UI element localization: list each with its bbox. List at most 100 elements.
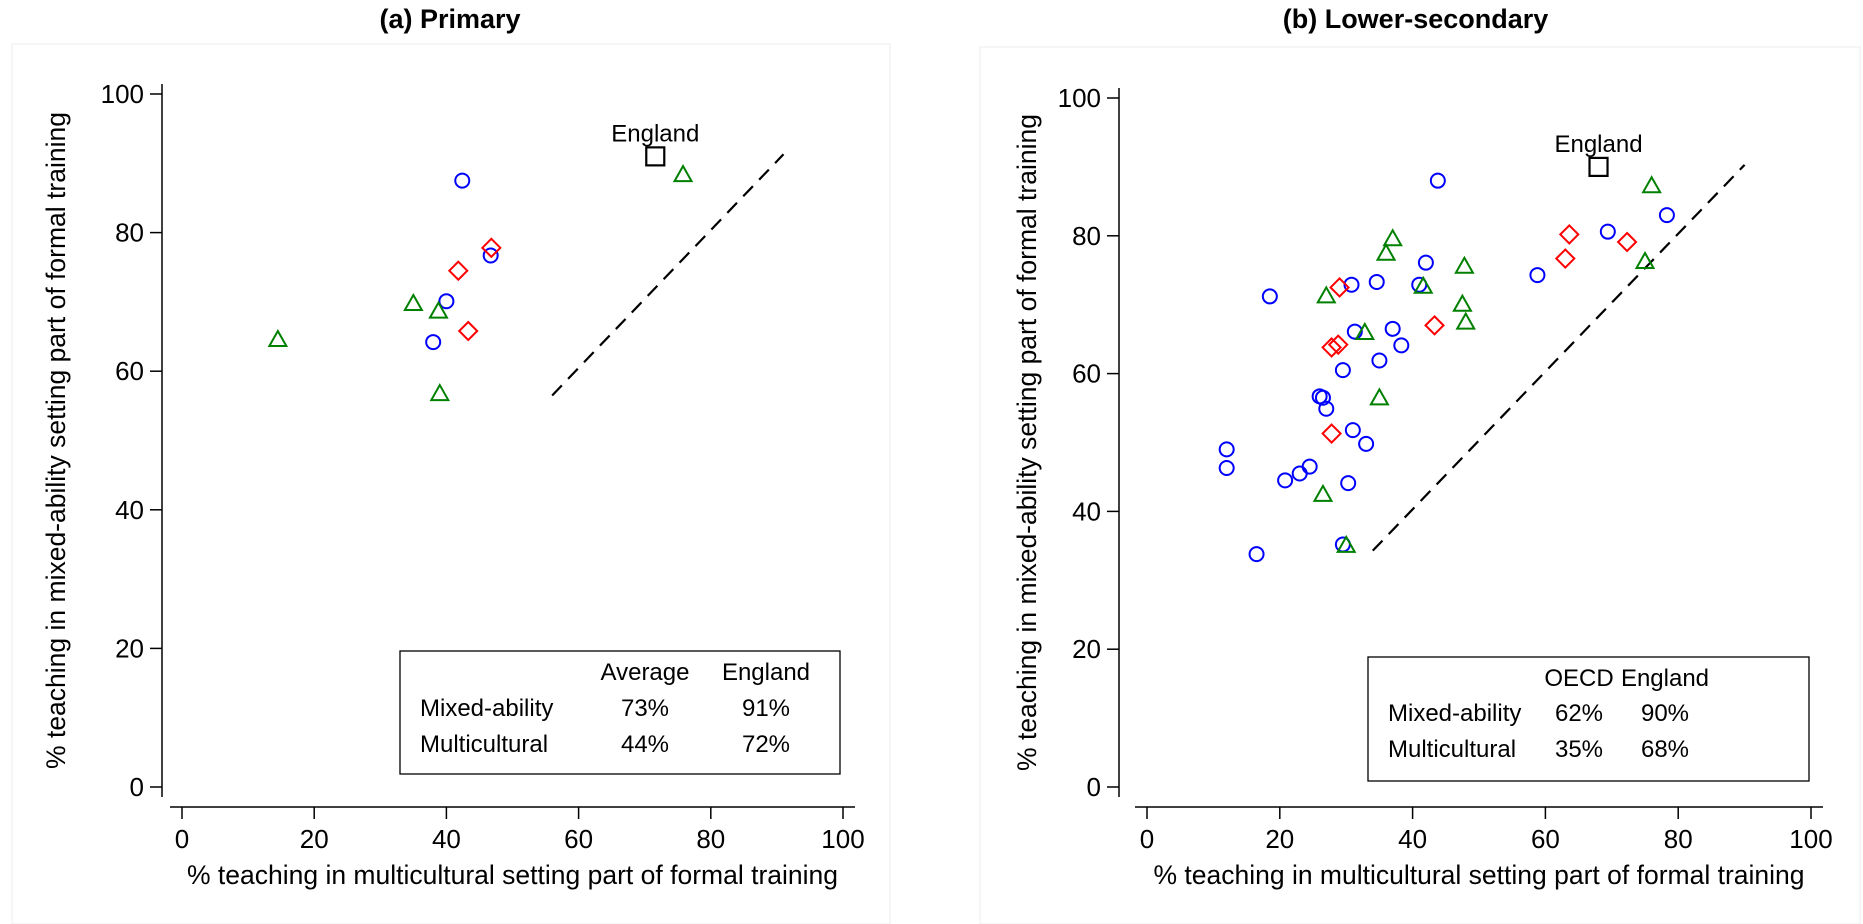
data-point-triangle	[429, 383, 451, 402]
data-point-triangle	[1454, 255, 1475, 274]
legend-table-header: England	[1621, 665, 1709, 692]
data-point-circle	[1393, 337, 1410, 354]
data-point-circle	[1248, 546, 1265, 563]
data-point-diamond	[480, 237, 502, 259]
data-point-circle	[482, 247, 499, 264]
data-point-diamond	[1321, 337, 1343, 358]
y-axis-title: % teaching in mixed-ability setting part…	[41, 112, 71, 769]
data-point-triangle	[1413, 275, 1434, 294]
x-axis-title: % teaching in multicultural setting part…	[187, 860, 838, 890]
chart-title: (a) Primary	[379, 4, 521, 34]
legend-table-header: OECD	[1544, 665, 1613, 692]
legend-table-cell: 91%	[742, 695, 790, 722]
y-tick-label: 20	[1072, 634, 1101, 664]
data-point-circle	[1384, 320, 1401, 337]
data-point-england	[645, 146, 666, 167]
x-tick-label: 0	[175, 824, 189, 854]
data-point-circle	[1358, 435, 1375, 452]
x-tick-label: 40	[1398, 824, 1427, 854]
data-point-triangle	[1316, 285, 1337, 304]
y-axis-title: % teaching in mixed-ability setting part…	[1012, 114, 1042, 771]
data-point-triangle	[267, 328, 289, 348]
data-point-circle	[1346, 323, 1363, 340]
y-tick-label: 80	[1072, 221, 1101, 251]
y-tick-label: 0	[130, 772, 144, 802]
data-point-england	[1588, 156, 1609, 177]
england-label: England	[611, 120, 699, 147]
data-point-circle	[1291, 465, 1308, 482]
y-tick-label: 20	[115, 633, 144, 663]
legend-table-cell: 73%	[621, 695, 669, 722]
legend-table-header: England	[722, 659, 810, 686]
legend-table-cell: Mixed-ability	[1388, 700, 1521, 727]
legend-table-cell: Mixed-ability	[420, 695, 553, 722]
x-tick-label: 20	[300, 824, 329, 854]
data-point-diamond	[1616, 231, 1638, 253]
data-point-triangle	[1312, 483, 1334, 502]
data-point-diamond	[1424, 314, 1445, 336]
data-point-circle	[1301, 458, 1318, 475]
data-point-circle	[1218, 459, 1235, 476]
data-point-diamond	[447, 260, 469, 282]
data-point-triangle	[1455, 311, 1476, 330]
plot-frame	[11, 43, 891, 924]
legend-table-cell: Multicultural	[1388, 736, 1516, 763]
chart-title: (b) Lower-secondary	[1282, 4, 1549, 34]
y-tick-label: 40	[1072, 496, 1101, 526]
chart-panel-primary: (a) Primary 0 20 40 60 80 100 0 20 40 60 80 100 % te…	[0, 0, 900, 924]
x-tick-label: 100	[821, 824, 864, 854]
england-label: England	[1554, 131, 1642, 158]
plot-frame	[979, 46, 1861, 924]
legend-table-cell: 90%	[1641, 700, 1689, 727]
data-point-circle	[1599, 223, 1616, 240]
data-point-diamond	[1554, 248, 1576, 269]
x-tick-label: 40	[432, 824, 461, 854]
x-axis-title: % teaching in multicultural setting part…	[1153, 860, 1804, 890]
data-point-triangle	[672, 164, 694, 183]
data-point-circle	[454, 172, 471, 189]
legend-table-cell: 72%	[742, 731, 790, 758]
data-point-circle	[1371, 352, 1388, 369]
data-point-circle	[1529, 267, 1546, 284]
reference-line	[551, 153, 785, 397]
legend-table-cell: 35%	[1555, 736, 1603, 763]
data-point-circle	[1261, 288, 1278, 305]
data-point-triangle	[1369, 387, 1390, 406]
y-tick-label: 60	[1072, 359, 1101, 389]
data-point-triangle	[428, 300, 449, 319]
y-tick-label: 60	[115, 356, 144, 386]
legend-table-cell: Multicultural	[420, 731, 548, 758]
y-tick-label: 100	[1058, 83, 1101, 113]
data-point-circle	[1218, 441, 1235, 458]
data-point-circle	[1417, 254, 1434, 271]
x-tick-label: 0	[1140, 824, 1154, 854]
chart-panel-lower-secondary: (b) Lower-secondary 0 20 40 60 80 100 0 20 40 60 8…	[968, 0, 1863, 924]
data-point-circle	[1344, 422, 1361, 439]
data-point-triangle	[1354, 321, 1376, 340]
x-tick-label: 60	[564, 824, 593, 854]
x-tick-label: 60	[1531, 824, 1560, 854]
data-point-diamond	[1327, 334, 1349, 356]
data-point-circle	[425, 334, 442, 351]
legend-table-cell: 68%	[1641, 736, 1689, 763]
reference-line	[1371, 164, 1746, 552]
y-tick-label: 0	[1087, 772, 1101, 802]
data-point-circle	[1314, 389, 1331, 406]
legend-table-box	[399, 650, 841, 775]
x-tick-label: 100	[1789, 824, 1832, 854]
data-point-circle	[1658, 207, 1675, 224]
legend-table-cell: 44%	[621, 731, 669, 758]
y-tick-label: 100	[101, 79, 144, 109]
data-point-triangle	[403, 292, 424, 311]
data-point-triangle	[1335, 534, 1357, 553]
data-point-circle	[1429, 172, 1446, 189]
legend-table-cell: 62%	[1555, 700, 1603, 727]
data-point-triangle	[1382, 228, 1403, 247]
scatter-plot-lower-secondary: 0 20 40 60 80 100 0 20 40 60 80 100 % teaching in mu…	[979, 46, 1861, 924]
data-point-triangle	[1375, 242, 1397, 261]
legend-table-header: Average	[601, 659, 690, 686]
y-tick-label: 40	[115, 495, 144, 525]
data-point-triangle	[1634, 250, 1656, 269]
data-point-circle	[1277, 472, 1294, 489]
data-point-diamond	[1321, 423, 1343, 444]
